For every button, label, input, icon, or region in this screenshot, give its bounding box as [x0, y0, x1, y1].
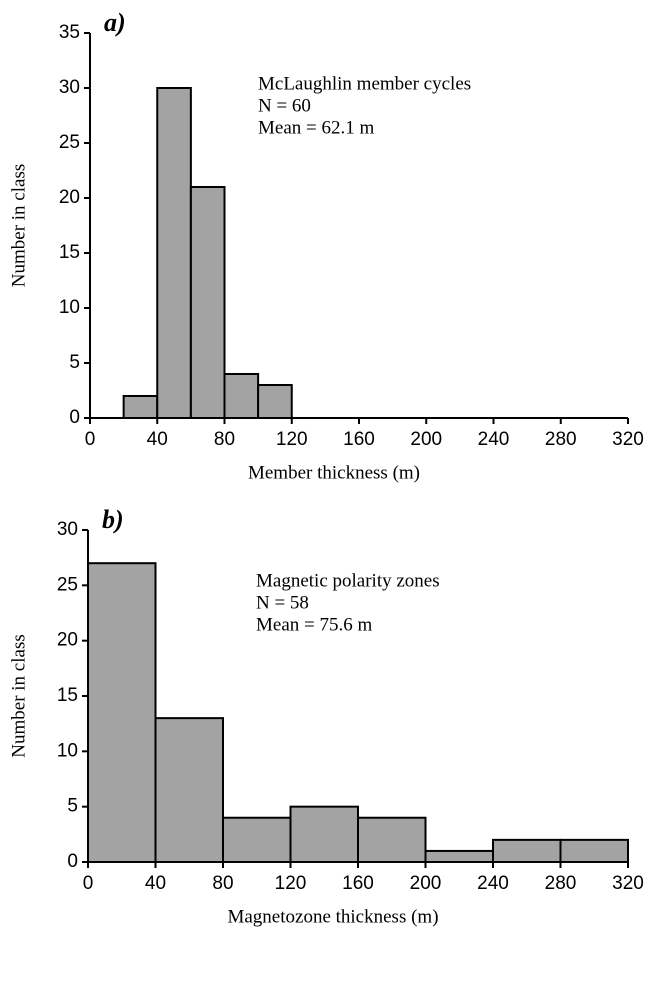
annotation: Mean = 62.1 m: [258, 117, 374, 138]
annotation: Mean = 75.6 m: [256, 614, 372, 635]
y-tick-label: 5: [67, 796, 78, 817]
x-tick-label: 320: [612, 873, 644, 894]
x-tick-label: 200: [410, 429, 442, 450]
panel-label: a): [104, 8, 126, 37]
x-axis-label: Member thickness (m): [248, 462, 420, 483]
bar: [87, 562, 157, 863]
y-axis-label: Number in class: [8, 164, 29, 287]
y-tick-label: 20: [57, 630, 78, 651]
x-axis-label: Magnetozone thickness (m): [227, 906, 438, 927]
x-tick-label: 80: [214, 429, 235, 450]
bar: [222, 816, 292, 864]
bar: [424, 849, 494, 864]
x-tick-label: 160: [343, 429, 375, 450]
bar: [122, 395, 159, 419]
annotation: Magnetic polarity zones: [256, 570, 440, 591]
bar: [357, 816, 427, 864]
bar: [156, 87, 192, 419]
x-tick-label: 40: [147, 429, 168, 450]
x-tick-label: 160: [342, 873, 374, 894]
y-tick-label: 25: [57, 574, 78, 595]
x-tick-label: 280: [545, 429, 577, 450]
x-tick-label: 120: [276, 429, 308, 450]
x-tick-label: 0: [83, 873, 94, 894]
y-tick-label: 15: [57, 685, 78, 706]
x-tick-label: 320: [612, 429, 644, 450]
y-tick-label: 30: [59, 77, 80, 98]
y-tick-label: 10: [59, 297, 80, 318]
y-tick-label: 35: [59, 22, 80, 43]
x-tick-label: 200: [410, 873, 442, 894]
x-tick-label: 240: [477, 873, 509, 894]
annotation: McLaughlin member cycles: [258, 73, 471, 94]
x-tick-label: 0: [85, 429, 96, 450]
bar: [189, 186, 226, 419]
y-tick-label: 25: [59, 132, 80, 153]
annotation: N = 60: [258, 95, 311, 116]
x-tick-label: 40: [145, 873, 166, 894]
y-axis-label: Number in class: [8, 634, 29, 757]
x-tick-label: 280: [545, 873, 577, 894]
bar: [257, 384, 293, 419]
y-tick-label: 20: [59, 187, 80, 208]
bar: [559, 838, 629, 863]
x-tick-label: 240: [478, 429, 510, 450]
y-tick-label: 5: [69, 352, 80, 373]
panel-label: b): [102, 505, 124, 534]
y-tick-label: 0: [67, 851, 78, 872]
y-tick-label: 30: [57, 519, 78, 540]
bar: [289, 805, 359, 864]
bar: [223, 373, 260, 419]
bar: [492, 838, 562, 863]
annotation: N = 58: [256, 592, 309, 613]
x-tick-label: 80: [212, 873, 233, 894]
y-tick-label: 10: [57, 740, 78, 761]
bar: [154, 717, 224, 864]
x-tick-label: 120: [275, 873, 307, 894]
y-tick-label: 15: [59, 242, 80, 263]
y-tick-label: 0: [69, 407, 80, 428]
